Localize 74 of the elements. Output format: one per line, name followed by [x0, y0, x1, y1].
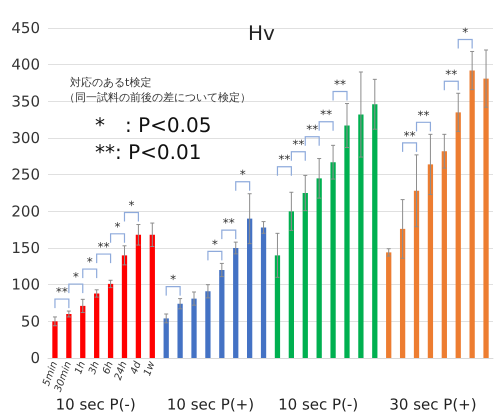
bar — [150, 234, 155, 358]
bar — [316, 178, 322, 358]
y-tick-label: 400 — [11, 56, 40, 74]
bar — [483, 78, 489, 358]
annotation: * — [170, 272, 176, 287]
bar — [136, 234, 142, 358]
y-tick-label: 50 — [20, 312, 40, 330]
y-tick-label: 0 — [30, 349, 40, 367]
annotation: ** — [278, 152, 290, 167]
annotation: ** — [320, 108, 332, 122]
bar — [400, 228, 406, 358]
annotation: ** — [404, 128, 416, 143]
annotation: * — [240, 168, 246, 182]
bar — [442, 151, 447, 358]
bar — [205, 291, 211, 358]
bar — [344, 126, 350, 358]
x-tick-label: 4d — [128, 360, 144, 376]
annotation: * — [72, 270, 79, 284]
annotation: **: P<0.01 — [95, 140, 202, 164]
bar — [274, 255, 280, 358]
x-tick-label: 1w — [142, 359, 158, 378]
bar — [191, 298, 197, 358]
bar — [122, 255, 128, 358]
text: 10 sec P(-) — [278, 396, 358, 414]
bar — [247, 218, 252, 358]
bar — [428, 164, 434, 358]
bar — [260, 227, 266, 358]
bar — [456, 112, 461, 358]
annotation: ** — [292, 138, 304, 152]
bar — [302, 193, 308, 358]
bar — [414, 190, 420, 358]
bar — [386, 252, 392, 358]
bar — [52, 321, 58, 358]
annotation: 対応のあるt検定 — [70, 76, 152, 89]
y-tick-label: 350 — [11, 92, 40, 110]
y-tick-label: 250 — [11, 166, 40, 184]
annotation: （同一試料の前後の差について検定） — [64, 91, 251, 104]
bar — [94, 293, 100, 358]
annotation: ** — [334, 78, 346, 92]
annotation: ** — [306, 122, 318, 137]
x-tick-label: 3h — [87, 360, 102, 376]
bar — [288, 211, 294, 358]
bar — [80, 306, 86, 358]
bar — [164, 318, 169, 358]
annotation: * — [128, 198, 134, 213]
annotation: * — [86, 255, 93, 270]
annotation: * : P<0.05 — [95, 113, 212, 137]
y-tick-label: 100 — [11, 276, 40, 294]
text: 10 sec P(-) — [56, 396, 136, 414]
y-tick-label: 450 — [11, 19, 40, 37]
y-tick-label: 200 — [11, 202, 40, 220]
y-tick-label: 150 — [11, 239, 40, 257]
x-tick-label: 1h — [73, 360, 88, 376]
text: 10 sec P(+) — [166, 396, 254, 414]
chart-title: Hv — [248, 21, 276, 45]
annotation: * — [114, 220, 121, 234]
annotation: ** — [222, 216, 235, 230]
bar — [219, 270, 224, 358]
bar — [470, 70, 475, 358]
bar — [330, 162, 336, 358]
bar — [233, 248, 238, 358]
bar — [177, 304, 183, 358]
text: 30 sec P(+) — [389, 396, 477, 414]
annotation: ** — [56, 285, 68, 300]
annotation: ** — [445, 67, 458, 82]
y-tick-label: 300 — [11, 129, 40, 147]
bar — [358, 114, 364, 358]
annotation: ** — [98, 240, 110, 254]
annotation: ** — [417, 108, 430, 122]
bar — [108, 284, 114, 358]
annotation: * — [462, 25, 468, 40]
bar — [66, 314, 72, 358]
bar — [372, 104, 378, 358]
annotation: * — [212, 237, 218, 252]
